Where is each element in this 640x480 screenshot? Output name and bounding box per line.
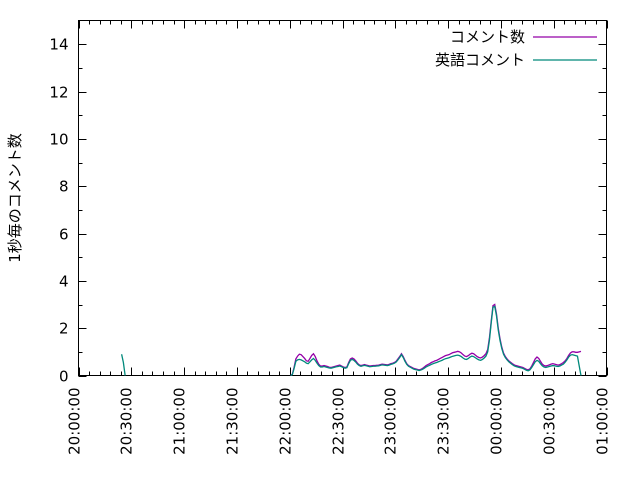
series-line: [120, 305, 582, 377]
y-tick-label: 12: [49, 84, 68, 102]
y-tick-label: 14: [49, 36, 68, 54]
legend-label: コメント数: [450, 28, 525, 46]
y-axis-title: 1秒毎のコメント数: [6, 133, 24, 263]
y-tick-label: 8: [59, 178, 69, 196]
x-axis: 20:00:00 20:30:00 21:00:00 21:30:00 22:00:00…: [66, 20, 612, 455]
legend-label: 英語コメント: [435, 51, 525, 69]
y-tick-label: 10: [49, 131, 68, 149]
data-series-group: [120, 303, 582, 377]
plot-frame: [77, 19, 608, 377]
x-tick-label: 21:30:00: [224, 388, 242, 455]
x-tick-label: 21:00:00: [171, 388, 189, 455]
series-line: [290, 303, 582, 377]
x-tick-label: 22:30:00: [330, 388, 348, 455]
y-tick-label: 4: [59, 273, 69, 291]
y-axis: 0 2 4 6 8 10 12 14: [49, 36, 607, 386]
x-tick-label: 00:30:00: [541, 388, 559, 455]
y-tick-label: 0: [59, 368, 69, 386]
x-tick-label: 23:00:00: [382, 388, 400, 455]
y-tick-label: 2: [59, 320, 69, 338]
x-tick-label: 22:00:00: [277, 388, 295, 455]
x-tick-label: 20:00:00: [66, 388, 84, 455]
x-tick-label: 23:30:00: [435, 388, 453, 455]
x-tick-label: 00:00:00: [488, 388, 506, 455]
x-tick-label: 20:30:00: [118, 388, 136, 455]
y-tick-label: 6: [59, 226, 69, 244]
x-tick-label: 01:00:00: [594, 388, 612, 455]
